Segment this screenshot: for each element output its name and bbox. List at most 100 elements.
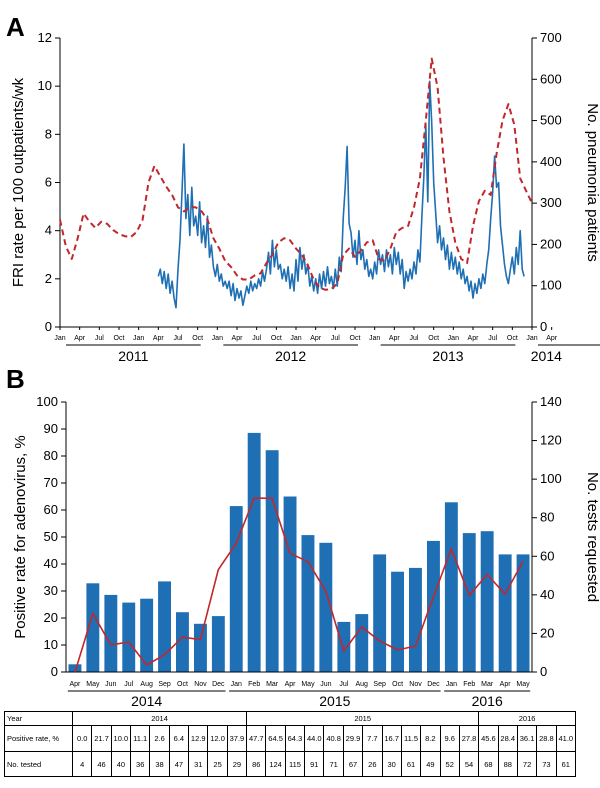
positive-rate-cell: 21.7 bbox=[91, 725, 112, 752]
x-tick-label-a: Jul bbox=[488, 335, 497, 342]
tests-bar bbox=[104, 594, 118, 672]
positive-rate-cell: 11.1 bbox=[130, 725, 151, 752]
no-tested-cell: 71 bbox=[323, 751, 344, 777]
tests-bar bbox=[444, 502, 458, 672]
x-tick-label-a: Apr bbox=[153, 335, 165, 342]
y-right-tick-label-a: 200 bbox=[540, 236, 562, 251]
y-left-tick-label-b: 60 bbox=[44, 502, 58, 517]
y-left-tick-label-b: 10 bbox=[44, 637, 58, 652]
x-tick-label-a: Apr bbox=[468, 335, 480, 342]
y-right-tick-label-a: 700 bbox=[540, 30, 562, 45]
no-tested-cell: 52 bbox=[439, 751, 460, 777]
no-tested-cell: 67 bbox=[342, 751, 364, 777]
x-tick-label-b: Jan bbox=[231, 681, 242, 688]
panel-label-a: A bbox=[6, 12, 25, 42]
positive-rate-cell: 64.5 bbox=[265, 725, 286, 752]
positive-rate-cell: 10.0 bbox=[110, 725, 132, 752]
x-tick-label-b: Aug bbox=[140, 681, 153, 688]
tests-bar bbox=[283, 496, 297, 672]
y-right-tick-label-a: 600 bbox=[540, 71, 562, 86]
x-tick-label-a: Jan bbox=[290, 335, 301, 342]
year-label-b: 2015 bbox=[319, 693, 350, 708]
y-right-tick-label-a: 500 bbox=[540, 113, 562, 128]
year-label-b: 2016 bbox=[472, 693, 503, 708]
positive-rate-cell: 16.7 bbox=[381, 725, 402, 752]
x-tick-label-b: Feb bbox=[248, 681, 260, 688]
x-tick-label-a: Jul bbox=[174, 335, 183, 342]
year-cell: 2016 bbox=[478, 711, 576, 726]
positive-rate-cell: 29.9 bbox=[342, 725, 364, 752]
y-left-axis-title-b: Positive rate for adenovirus, % bbox=[12, 435, 29, 638]
no-tested-cell: 25 bbox=[207, 751, 228, 777]
no-tested-cell: 46 bbox=[91, 751, 112, 777]
x-tick-label-b: Jun bbox=[320, 681, 331, 688]
y-right-tick-label-b: 20 bbox=[540, 625, 554, 640]
y-right-tick-label-a: 300 bbox=[540, 195, 562, 210]
x-tick-label-a: Jan bbox=[369, 335, 380, 342]
y-right-tick-label-b: 40 bbox=[540, 587, 554, 602]
y-left-tick-label-b: 100 bbox=[36, 394, 58, 409]
no-tested-cell: 73 bbox=[536, 751, 557, 777]
positive-rate-cell: 28.4 bbox=[497, 725, 518, 752]
no-tested-cell: 68 bbox=[478, 751, 499, 777]
tests-bar bbox=[427, 540, 440, 672]
no-tested-cell: 49 bbox=[420, 751, 441, 777]
row-header-positive-rate: Positive rate, % bbox=[4, 725, 73, 752]
row-header-year: Year bbox=[4, 711, 73, 726]
tests-bar bbox=[194, 623, 207, 672]
y-right-tick-label-b: 60 bbox=[540, 548, 554, 563]
no-tested-cell: 61 bbox=[555, 751, 577, 777]
x-tick-label-b: Sep bbox=[158, 681, 171, 688]
x-tick-label-a: Oct bbox=[507, 335, 518, 342]
tests-bar bbox=[391, 571, 404, 672]
x-tick-label-a: Jul bbox=[252, 335, 261, 342]
no-tested-cell: 29 bbox=[226, 751, 248, 777]
x-tick-label-b: Oct bbox=[392, 681, 403, 688]
y-left-tick-label-a: 2 bbox=[45, 271, 52, 286]
y-left-tick-label-b: 20 bbox=[44, 610, 58, 625]
x-tick-label-b: Nov bbox=[409, 681, 422, 688]
x-tick-label-b: Jan bbox=[446, 681, 457, 688]
y-right-tick-label-a: 100 bbox=[540, 278, 562, 293]
tests-bar bbox=[86, 583, 100, 672]
table-row-year: Year 2014 2015 2016 bbox=[4, 711, 576, 726]
positive-rate-cell: 47.7 bbox=[246, 725, 267, 752]
x-tick-label-b: Dec bbox=[212, 681, 225, 688]
tests-bar bbox=[158, 581, 171, 672]
y-left-tick-label-a: 8 bbox=[45, 126, 52, 141]
positive-rate-cell: 28.8 bbox=[536, 725, 557, 752]
y-right-axis-title-b: No. tests requested bbox=[584, 472, 600, 602]
x-tick-label-a: Apr bbox=[546, 335, 558, 342]
x-tick-label-a: Jan bbox=[448, 335, 459, 342]
x-tick-label-b: Dec bbox=[427, 681, 440, 688]
x-tick-label-a: Apr bbox=[389, 335, 401, 342]
no-tested-cell: 86 bbox=[246, 751, 267, 777]
x-tick-label-a: Oct bbox=[350, 335, 361, 342]
year-label-a: 2013 bbox=[432, 348, 463, 364]
row-header-no-tested: No. tested bbox=[4, 751, 73, 777]
y-left-tick-label-a: 10 bbox=[38, 78, 52, 93]
year-label-a: 2012 bbox=[275, 348, 306, 364]
table-row-no-tested: No. tested 4 46 40 36 38 47 31 25 29 86 124 115 91 71 6… bbox=[4, 751, 577, 777]
fri-rate-line bbox=[157, 80, 525, 309]
x-tick-label-a: Apr bbox=[310, 335, 322, 342]
no-tested-cell: 61 bbox=[400, 751, 422, 777]
year-cell: 2015 bbox=[246, 711, 480, 726]
x-tick-label-b: Feb bbox=[463, 681, 475, 688]
year-label-a: 2011 bbox=[118, 348, 148, 364]
tests-bar bbox=[247, 432, 261, 672]
tests-bar bbox=[516, 554, 530, 672]
x-tick-label-b: May bbox=[516, 681, 530, 688]
positive-rate-cell: 37.9 bbox=[226, 725, 248, 752]
y-right-tick-label-b: 120 bbox=[540, 433, 562, 448]
x-tick-label-a: Apr bbox=[232, 335, 244, 342]
positive-rate-cell: 64.3 bbox=[284, 725, 306, 752]
tests-bar bbox=[480, 531, 494, 672]
no-tested-cell: 88 bbox=[497, 751, 518, 777]
y-right-tick-label-a: 0 bbox=[540, 319, 547, 334]
x-tick-label-b: Apr bbox=[70, 681, 82, 688]
y-right-tick-label-b: 0 bbox=[540, 664, 547, 679]
y-left-tick-label-b: 50 bbox=[44, 529, 58, 544]
positive-rate-cell: 40.8 bbox=[323, 725, 344, 752]
